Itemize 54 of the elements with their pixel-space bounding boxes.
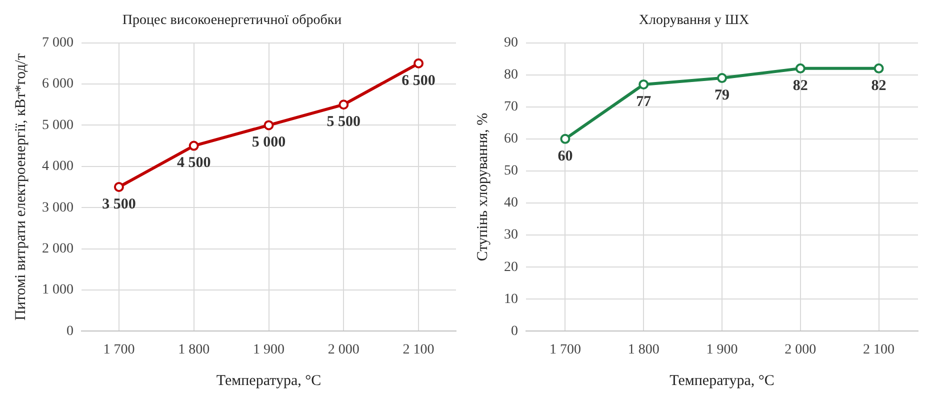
chart-title: Хлорування у ШХ: [638, 13, 750, 28]
point: [638, 79, 649, 90]
x-tick-label: 1 900: [706, 342, 738, 358]
y-tick-label: 7 000: [42, 35, 74, 50]
data-label: 79: [714, 87, 730, 104]
y-tick-label: 6 000: [42, 76, 74, 92]
chart-title: Процес високоенергетичної обробки: [122, 13, 342, 28]
y-tick-label: 70: [504, 100, 518, 115]
x-tick-label: 2 100: [402, 342, 434, 358]
x-tick-label: 1 800: [178, 342, 210, 358]
point: [188, 140, 199, 151]
y-tick-label: 30: [504, 228, 518, 243]
x-axis-title: Температура, °С: [670, 372, 774, 389]
y-tick-label: 0: [66, 324, 74, 339]
data-label: 82: [871, 78, 886, 94]
data-label: 5 500: [326, 114, 361, 130]
x-tick-label: 1 700: [549, 342, 581, 358]
y-tick-label: 80: [504, 68, 518, 83]
x-tick-label: 1 800: [628, 342, 660, 358]
y-tick-label: 5 000: [42, 118, 74, 133]
x-tick-label: 1 700: [103, 342, 135, 358]
y-tick-label: 60: [504, 132, 518, 147]
y-tick-label: 1 000: [42, 282, 74, 298]
data-label: 82: [792, 78, 808, 94]
y-tick-label: 20: [504, 260, 518, 275]
data-label: 6 500: [402, 72, 436, 89]
y-axis-title: Ступінь хлорування, %: [474, 112, 491, 262]
point: [114, 182, 124, 192]
y-tick-label: 50: [504, 164, 518, 179]
x-axis-title: Температура, °С: [216, 372, 322, 389]
point: [874, 63, 884, 74]
x-tick-label: 2 000: [784, 342, 816, 358]
point: [560, 134, 570, 144]
point: [264, 120, 274, 130]
y-tick-label: 2 000: [42, 241, 74, 256]
data-label: 5 000: [252, 134, 286, 151]
data-label: 4 500: [176, 155, 211, 172]
point: [795, 63, 806, 74]
y-tick-label: 4 000: [42, 159, 74, 174]
y-axis-title: Питомі витрати електроенергії, кВт*год/т: [12, 53, 29, 320]
point: [717, 73, 727, 84]
x-tick-label: 2 100: [863, 342, 895, 358]
y-tick-label: 3 000: [42, 200, 74, 216]
y-tick-label: 90: [504, 35, 518, 50]
point: [338, 100, 349, 110]
y-tick-label: 40: [504, 196, 518, 211]
x-tick-label: 2 000: [328, 342, 360, 358]
data-label: 77: [636, 94, 652, 110]
x-tick-label: 1 900: [253, 342, 284, 358]
data-label: 60: [558, 148, 573, 164]
y-tick-label: 10: [504, 292, 518, 307]
y-tick-label: 0: [511, 324, 518, 339]
data-label: 3 500: [102, 196, 136, 212]
point: [414, 58, 424, 68]
